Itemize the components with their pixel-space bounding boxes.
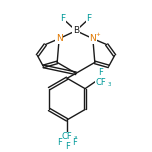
Text: 3: 3	[74, 136, 77, 141]
Text: F: F	[60, 14, 66, 23]
Text: F: F	[98, 68, 103, 77]
Text: B: B	[73, 26, 79, 35]
Text: F: F	[86, 14, 92, 23]
Text: F: F	[73, 138, 78, 147]
Text: N: N	[90, 34, 96, 43]
Text: 3: 3	[107, 82, 111, 87]
Text: CF: CF	[96, 78, 106, 87]
Text: +: +	[95, 32, 100, 37]
Text: N: N	[56, 34, 62, 43]
Text: F: F	[65, 142, 69, 151]
Text: CF: CF	[62, 132, 73, 141]
Text: F: F	[57, 138, 62, 147]
